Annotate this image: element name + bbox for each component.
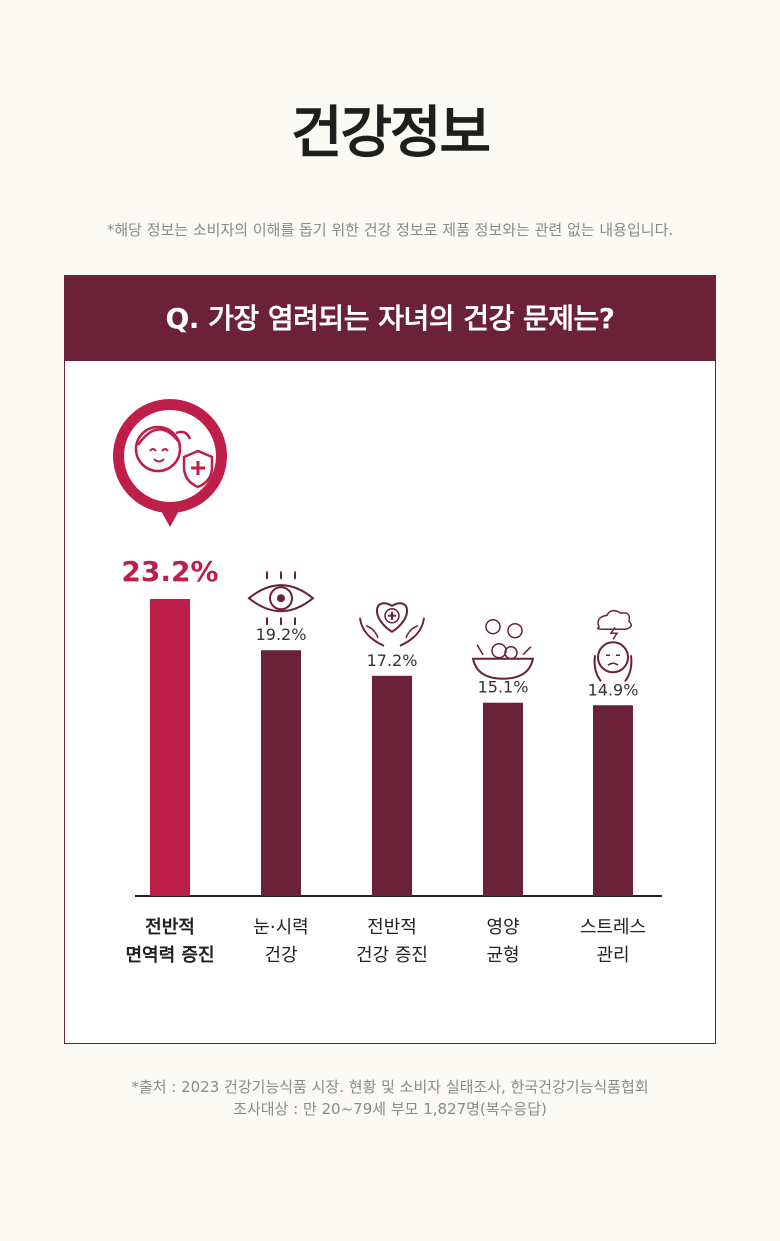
category-label-1-line-2: 면역력 증진 [125,945,214,966]
source-note: *출처 : 2023 건강기능식품 시장. 현황 및 소비자 실태조사, 한국건… [0,1076,780,1120]
heart-hands-care-icon [359,602,425,647]
category-label-1-line-1: 전반적 [145,917,195,938]
value-label-2: 19.2% [256,625,307,644]
bar-4 [483,702,523,896]
category-label-3-line-1: 전반적 [367,917,417,938]
value-label-4: 15.1% [478,678,529,697]
fruits-vegetables-bowl-icon [471,618,535,680]
disclaimer-text: *해당 정보는 소비자의 이해를 돕기 위한 건강 정보로 제품 정보와는 관련… [106,221,674,239]
page-title: 건강정보 [290,101,491,166]
bar-5 [593,705,633,896]
category-label-5-line-1: 스트레스 [580,917,646,938]
category-label-4-line-2: 균형 [486,945,519,966]
stressed-person-icon [593,609,633,682]
bar-3 [372,675,412,896]
value-label-3: 17.2% [367,651,418,670]
child-immunity-shield-icon [113,399,227,527]
chart-question-title: Q. 가장 염려되는 자녀의 건강 문제는? [65,276,715,361]
value-label-1: 23.2% [121,555,218,588]
category-label-2-line-1: 눈·시력 [253,917,308,938]
value-label-5: 14.9% [588,680,639,699]
category-label-5-line-2: 관리 [596,945,629,966]
category-label-4-line-1: 영양 [486,917,519,938]
source-line-1: *출처 : 2023 건강기능식품 시장. 현황 및 소비자 실태조사, 한국건… [131,1078,649,1096]
source-line-2: 조사대상 : 만 20~79세 부모 1,827명(복수응답) [233,1100,547,1118]
bar-1 [150,599,190,896]
bar-2 [261,650,301,896]
category-label-3-line-2: 건강 증진 [356,945,428,966]
category-label-2-line-2: 건강 [264,945,297,966]
eye-icon [247,571,315,626]
